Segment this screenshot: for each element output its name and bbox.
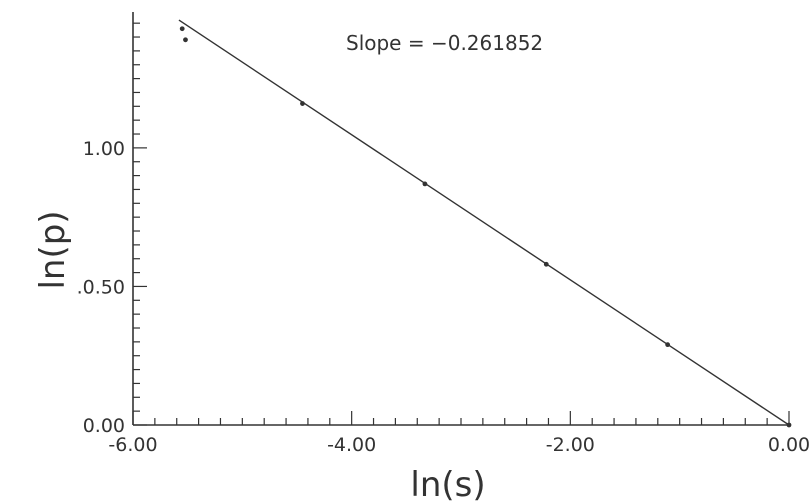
axes: -6.00 -4.00 -2.00 0.00 0.00 .0.50 1.00 bbox=[77, 12, 810, 456]
x-tick-label: 0.00 bbox=[768, 434, 810, 456]
x-tick-label: -6.00 bbox=[108, 434, 157, 456]
data-point bbox=[665, 342, 671, 348]
fit-line-group bbox=[178, 19, 790, 426]
data-point bbox=[543, 261, 549, 267]
y-tick-label: 0.00 bbox=[83, 415, 125, 437]
x-axis-title: ln(s) bbox=[410, 465, 485, 503]
data-point bbox=[422, 181, 428, 187]
y-tick-label: 1.00 bbox=[83, 138, 125, 160]
x-tick-label: -4.00 bbox=[327, 434, 376, 456]
data-points bbox=[179, 26, 792, 428]
data-point bbox=[179, 26, 185, 32]
y-tick-label: .0.50 bbox=[77, 276, 125, 298]
data-point bbox=[183, 37, 188, 43]
data-point bbox=[786, 422, 792, 428]
y-axis-title: ln(p) bbox=[33, 210, 73, 289]
data-point bbox=[300, 101, 305, 106]
slope-annotation: Slope = −0.261852 bbox=[346, 31, 543, 55]
x-tick-label: -2.00 bbox=[546, 434, 595, 456]
fit-line bbox=[178, 19, 790, 426]
